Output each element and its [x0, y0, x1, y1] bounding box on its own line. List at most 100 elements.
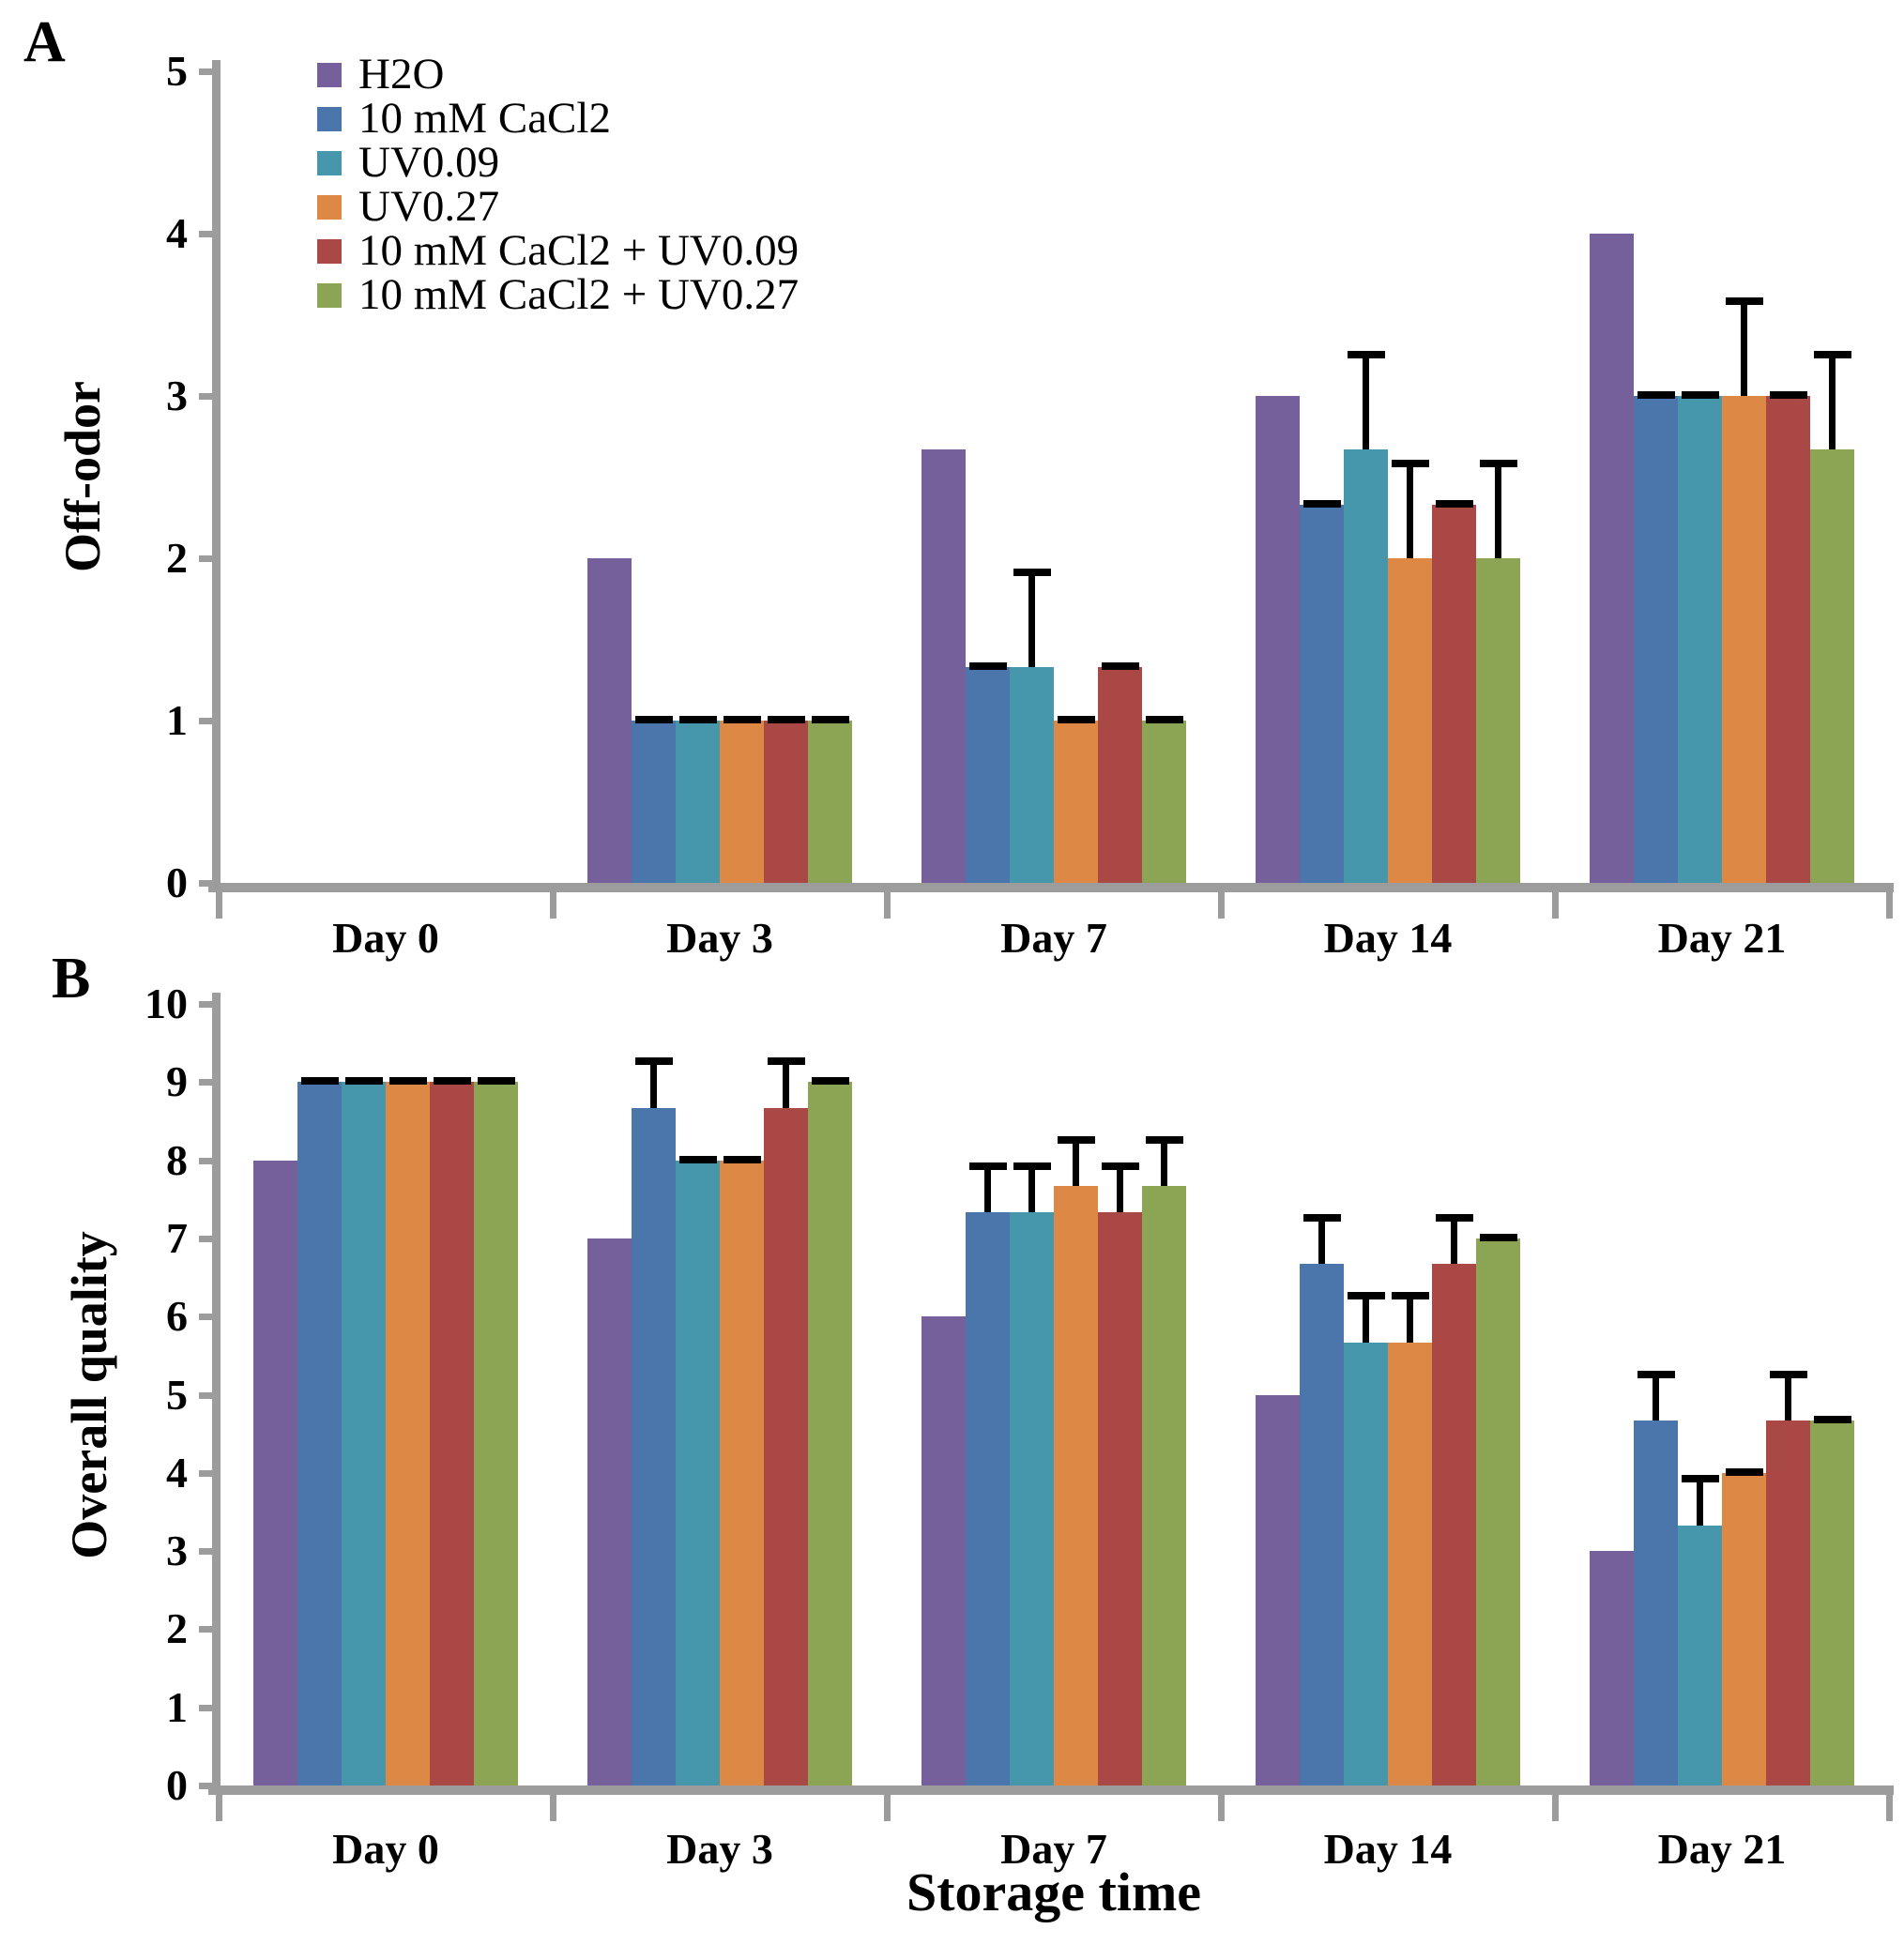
bar — [1810, 1420, 1854, 1785]
y-tick-mark — [199, 1469, 212, 1477]
y-tick-label: 7 — [166, 1213, 188, 1262]
bar — [1590, 234, 1634, 883]
bar — [587, 558, 632, 883]
bar — [922, 449, 966, 883]
y-tick-mark — [199, 1548, 212, 1556]
bar — [1678, 396, 1722, 883]
y-tick-mark — [199, 1157, 212, 1164]
y-tick-mark — [199, 1235, 212, 1242]
y-tick-label: 3 — [166, 372, 188, 419]
bar — [1432, 1264, 1476, 1785]
error-bar-line — [984, 1170, 991, 1213]
legend-swatch — [317, 150, 342, 175]
bar — [720, 721, 764, 883]
bar — [966, 666, 1010, 883]
y-tick-label: 2 — [166, 534, 188, 582]
error-bar-cap — [1725, 1467, 1763, 1476]
error-bar-cap — [1013, 568, 1051, 576]
error-bar-cap — [1769, 391, 1807, 399]
x-tick-mark — [216, 1795, 222, 1821]
bar — [1098, 666, 1142, 883]
bar — [1810, 449, 1854, 883]
error-bar-cap — [1681, 1475, 1719, 1483]
legend-label: UV0.27 — [358, 182, 500, 231]
bar — [1388, 558, 1432, 883]
legend-label: UV0.09 — [358, 138, 500, 187]
error-bar-line — [1318, 1222, 1325, 1265]
x-category-label: Day 0 — [332, 1825, 439, 1873]
legend-swatch — [317, 282, 342, 308]
bar — [1476, 1238, 1520, 1785]
legend-item: UV0.09 — [317, 141, 799, 185]
error-bar-line — [650, 1065, 657, 1108]
error-bar-line — [1363, 357, 1369, 450]
legend-swatch — [317, 238, 342, 264]
x-tick-mark — [884, 1795, 891, 1821]
error-bar-cap — [433, 1077, 471, 1086]
legend-item: 10 mM CaCl2 + UV0.09 — [317, 229, 799, 273]
legend-item: UV0.27 — [317, 185, 799, 229]
error-bar-line — [1785, 1377, 1791, 1421]
error-bar-line — [1653, 1377, 1659, 1421]
error-bar-cap — [1145, 1135, 1183, 1144]
legend-swatch — [317, 62, 342, 87]
x-tick-mark — [1218, 1795, 1225, 1821]
error-bar-cap — [1057, 1135, 1095, 1144]
y-axis-line — [212, 60, 221, 892]
bar — [1256, 396, 1300, 883]
error-bar-line — [1407, 1299, 1413, 1343]
error-bar-cap — [344, 1077, 383, 1086]
error-bar-cap — [723, 716, 761, 723]
x-tick-mark — [550, 892, 556, 919]
y-tick-mark — [199, 880, 212, 887]
bar — [1388, 1342, 1432, 1785]
x-category-label: Day 14 — [1323, 914, 1453, 962]
y-tick-mark — [199, 1626, 212, 1633]
bar — [764, 721, 808, 883]
error-bar-cap — [1101, 661, 1139, 670]
x-category-label: Day 21 — [1657, 1825, 1787, 1873]
error-bar-line — [1363, 1299, 1369, 1343]
y-tick-label: 0 — [166, 1761, 188, 1809]
bar — [1010, 666, 1054, 883]
error-bar-cap — [1813, 350, 1851, 358]
error-bar-cap — [1145, 716, 1183, 723]
legend-item: 10 mM CaCl2 + UV0.27 — [317, 273, 799, 317]
bar — [1766, 396, 1810, 883]
y-tick-mark — [199, 68, 212, 75]
x-category-label: Day 21 — [1657, 914, 1787, 962]
legend-label: 10 mM CaCl2 + UV0.27 — [358, 270, 800, 319]
y-tick-label: 6 — [166, 1292, 188, 1341]
x-axis-title: Storage time — [906, 1861, 1202, 1922]
error-bar-cap — [634, 716, 673, 723]
y-tick-label: 1 — [166, 696, 188, 744]
legend-label: 10 mM CaCl2 + UV0.09 — [358, 226, 800, 275]
y-tick-mark — [199, 393, 212, 400]
legend-item: 10 mM CaCl2 — [317, 97, 799, 141]
error-bar-line — [1495, 466, 1501, 558]
error-bar-cap — [1302, 499, 1341, 508]
error-bar-line — [1829, 357, 1835, 450]
error-bar-cap — [1347, 350, 1385, 358]
bar — [1722, 1472, 1766, 1785]
bar — [342, 1082, 386, 1785]
bar — [1142, 1186, 1186, 1785]
bar — [1344, 1342, 1388, 1785]
bar — [386, 1082, 430, 1785]
bar — [1256, 1394, 1300, 1785]
bar — [720, 1160, 764, 1785]
bar — [1678, 1525, 1722, 1785]
error-bar-cap — [968, 661, 1007, 670]
panel-b-letter: B — [52, 947, 91, 1010]
x-tick-mark — [216, 892, 222, 919]
error-bar-cap — [1302, 1214, 1341, 1223]
y-tick-label: 10 — [145, 980, 188, 1027]
error-bar-cap — [634, 1057, 673, 1066]
x-tick-mark — [1886, 1795, 1893, 1821]
bar — [1300, 1264, 1344, 1785]
bar — [676, 721, 720, 883]
legend-label: H2O — [358, 50, 445, 99]
y-tick-label: 1 — [166, 1682, 188, 1731]
